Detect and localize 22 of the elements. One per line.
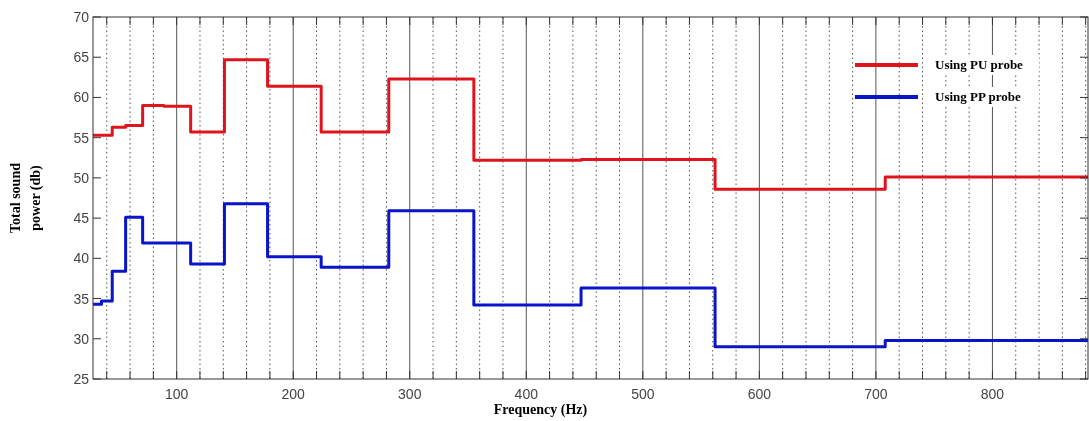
legend-label: Using PP probe xyxy=(935,89,1021,104)
y-tick-label: 60 xyxy=(73,89,90,106)
x-tick-label: 100 xyxy=(164,386,189,402)
x-tick-label: 500 xyxy=(631,386,655,402)
y-tick-label: 25 xyxy=(73,371,90,387)
x-tick-label: 400 xyxy=(514,386,539,402)
x-tick-label: 800 xyxy=(980,386,1005,402)
x-axis-title: Frequency (Hz) xyxy=(493,402,588,418)
legend-label: Using PU probe xyxy=(935,57,1024,72)
y-tick-label: 50 xyxy=(73,169,90,186)
y-tick-label: 70 xyxy=(73,9,90,25)
y-tick-label: 40 xyxy=(73,250,90,267)
x-tick-label: 200 xyxy=(281,386,306,402)
y-tick-label: 55 xyxy=(73,129,90,146)
y-tick-label: 65 xyxy=(73,49,90,66)
y-tick-label: 30 xyxy=(73,330,90,347)
x-tick-label: 600 xyxy=(747,386,772,402)
x-tick-label: 700 xyxy=(864,386,888,402)
y-axis-title: Total sound power (db) xyxy=(8,162,44,233)
y-tick-label: 35 xyxy=(73,290,90,307)
y-tick-label: 45 xyxy=(73,210,90,227)
x-tick-label: 300 xyxy=(398,386,422,402)
